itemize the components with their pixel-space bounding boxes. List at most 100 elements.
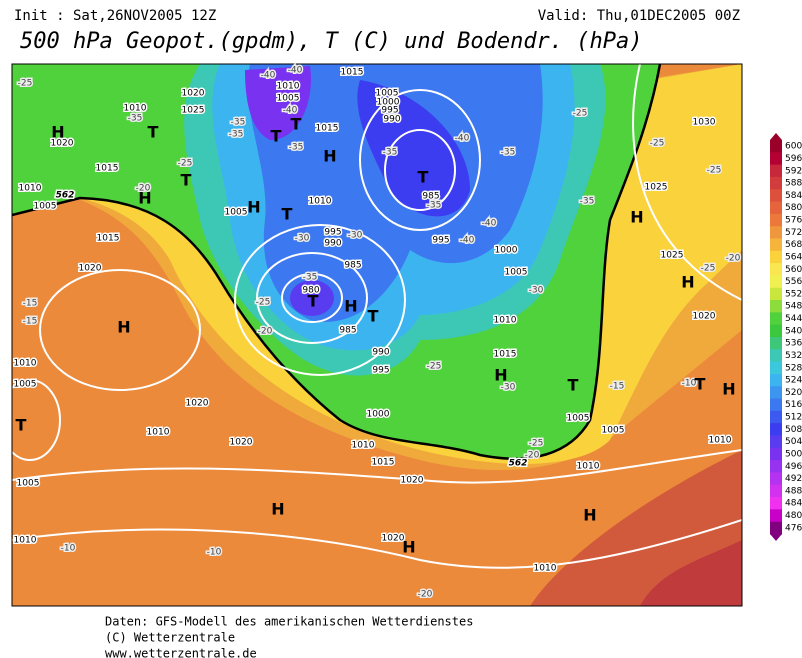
isobar-label: 1020 — [51, 139, 74, 149]
colorbar-label: 500 — [785, 449, 802, 459]
isobar-label: 1000 — [367, 410, 390, 420]
temperature-label: -25 — [707, 166, 722, 176]
temperature-label: -20 — [418, 590, 433, 600]
isobar-label: 1020 — [230, 438, 253, 448]
isobar-label: 1005 — [376, 89, 399, 99]
colorbar-label: 568 — [785, 240, 802, 250]
isobar-label: 1010 — [14, 536, 37, 546]
footer-text: www.wetterzentrale.de — [105, 647, 257, 658]
colorbar-label: 576 — [785, 216, 802, 226]
temperature-label: -40 — [455, 134, 470, 144]
colorbar-swatch — [770, 373, 782, 387]
colorbar-swatch — [770, 447, 782, 461]
valid-time: Valid: Thu,01DEC2005 00Z — [538, 8, 740, 24]
colorbar-cap — [770, 534, 782, 541]
colorbar-swatch — [770, 201, 782, 215]
pressure-center: T — [368, 307, 379, 326]
colorbar-label: 476 — [785, 523, 802, 533]
temperature-label: -15 — [23, 317, 38, 327]
pressure-center: H — [402, 538, 415, 557]
temperature-label: -25 — [701, 264, 716, 274]
pressure-center: H — [51, 123, 64, 142]
isobar-label: 1010 — [147, 428, 170, 438]
isobar-label: 985 — [422, 192, 439, 202]
colorbar-swatch — [770, 435, 782, 449]
isobar-label: 985 — [339, 326, 356, 336]
isobar-label: 1015 — [494, 350, 517, 360]
pressure-center: H — [138, 189, 151, 208]
isobar-label: 1010 — [124, 104, 147, 114]
pressure-center: H — [681, 273, 694, 292]
colorbar-swatch — [770, 287, 782, 301]
colorbar-swatch — [770, 140, 782, 153]
pressure-center: H — [583, 506, 596, 525]
temperature-label: -40 — [460, 236, 475, 246]
colorbar-label: 596 — [785, 154, 802, 164]
colorbar-label: 580 — [785, 203, 802, 213]
isobar-label: 1015 — [316, 124, 339, 134]
isobar-label: 1025 — [182, 106, 205, 116]
isobar-label: 1020 — [79, 264, 102, 274]
temperature-label: -20 — [136, 184, 151, 194]
isobar-label: 1025 — [661, 251, 684, 261]
colorbar-swatch — [770, 423, 782, 436]
colorbar-label: 524 — [785, 376, 802, 386]
colorbar-swatch — [770, 521, 782, 535]
isobar-label: 1005 — [505, 268, 528, 278]
colorbar-swatch — [770, 497, 782, 510]
pressure-center: T — [418, 168, 429, 187]
colorbar-swatch — [770, 226, 782, 239]
colorbar-label: 592 — [785, 166, 802, 176]
colorbar-label: 496 — [785, 462, 802, 472]
isobar-label: 1005 — [34, 202, 57, 212]
isobar-label: 1000 — [495, 246, 518, 256]
temperature-label: -40 — [261, 71, 276, 81]
colorbar-label: 532 — [785, 351, 802, 361]
isobar-label: 1010 — [534, 564, 557, 574]
colorbar-swatch — [770, 398, 782, 412]
map-field — [12, 64, 742, 606]
colorbar-swatch — [770, 300, 782, 313]
temperature-label: -35 — [303, 273, 318, 283]
colorbar-cap — [770, 133, 782, 140]
temperature-label: -30 — [501, 383, 516, 393]
temperature-label: -20 — [726, 254, 741, 264]
isobar-label: 1020 — [401, 476, 424, 486]
pressure-center: T — [291, 115, 302, 134]
isobar-label: 1000 — [377, 98, 400, 108]
isobar-label: 1015 — [372, 458, 395, 468]
temperature-label: -35 — [501, 148, 516, 158]
isobar-label: 990 — [383, 115, 400, 125]
colorbar-label: 536 — [785, 339, 802, 349]
isobar-label: 1025 — [645, 183, 668, 193]
footer-text: Daten: GFS-Modell des amerikanischen Wet… — [105, 615, 473, 629]
colorbar-swatch — [770, 263, 782, 276]
isobar-label: 1005 — [14, 380, 37, 390]
colorbar-swatch — [770, 460, 782, 473]
colorbar-swatch — [770, 312, 782, 326]
colorbar-swatch — [770, 410, 782, 424]
init-time: Init : Sat,26NOV2005 12Z — [14, 8, 216, 24]
map-title: 500 hPa Geopot.(gpdm), T (C) und Bodendr… — [20, 29, 643, 54]
isobar-label: 1010 — [494, 316, 517, 326]
temperature-label: -10 — [207, 548, 222, 558]
temperature-label: -15 — [610, 382, 625, 392]
isobar-label: 1015 — [341, 68, 364, 78]
colorbar-label: 528 — [785, 363, 802, 373]
temperature-label: -25 — [573, 109, 588, 119]
temperature-label: -25 — [529, 439, 544, 449]
temperature-label: -25 — [178, 159, 193, 169]
colorbar-swatch — [770, 189, 782, 203]
colorbar-swatch — [770, 509, 782, 523]
isobar-label: 1020 — [382, 534, 405, 544]
isobar-label: 995 — [432, 236, 449, 246]
isobar-label: 1005 — [277, 94, 300, 104]
pressure-center: T — [271, 127, 282, 146]
isobar-label: 1010 — [14, 359, 37, 369]
contour-label: 562 — [509, 459, 528, 469]
pressure-center: H — [722, 380, 735, 399]
pressure-center: T — [16, 416, 27, 435]
colorbar-label: 560 — [785, 265, 802, 275]
isobar-label: 1005 — [567, 414, 590, 424]
